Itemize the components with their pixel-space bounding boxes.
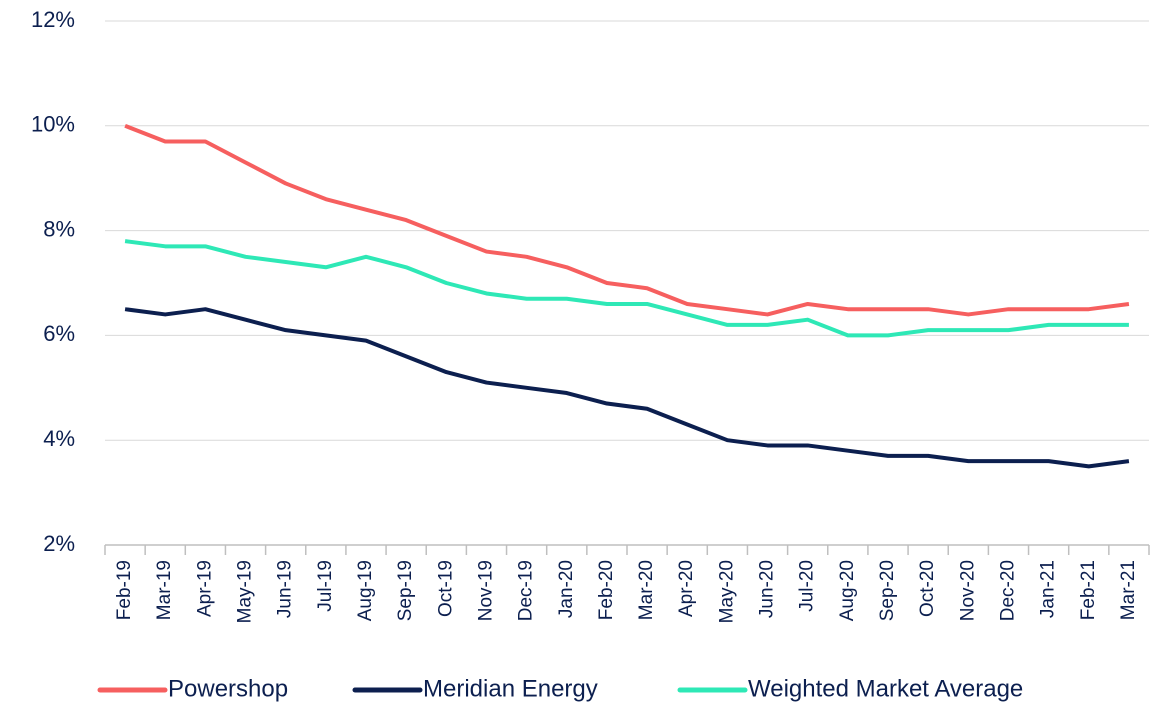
y-tick-label: 2% xyxy=(43,531,75,556)
x-tick-label: Oct-20 xyxy=(917,560,938,617)
x-tick-label: Jan-20 xyxy=(556,560,577,618)
y-tick-label: 8% xyxy=(43,216,75,241)
legend-label: Weighted Market Average xyxy=(748,675,1023,702)
x-tick-label: Oct-19 xyxy=(435,560,456,617)
x-tick-label: Feb-19 xyxy=(114,560,135,620)
x-tick-label: Aug-19 xyxy=(355,560,376,621)
x-tick-label: Jun-20 xyxy=(757,560,778,618)
x-tick-label: Sep-19 xyxy=(395,560,416,621)
x-tick-label: Jun-19 xyxy=(275,560,296,618)
x-tick-label: Nov-20 xyxy=(957,560,978,621)
x-tick-label: Apr-20 xyxy=(676,560,697,617)
x-tick-label: May-20 xyxy=(716,560,737,623)
y-tick-label: 4% xyxy=(43,426,75,451)
series-line xyxy=(124,307,1130,469)
x-tick-label: Jan-21 xyxy=(1038,560,1059,618)
series-line xyxy=(124,239,1129,338)
y-tick-label: 6% xyxy=(43,321,75,346)
x-tick-label: Dec-20 xyxy=(997,560,1018,621)
x-tick-label: Nov-19 xyxy=(475,560,496,621)
x-tick-label: Apr-19 xyxy=(194,560,215,617)
y-tick-label: 10% xyxy=(31,112,75,137)
y-tick-label: 12% xyxy=(31,7,75,32)
x-tick-label: Feb-21 xyxy=(1078,560,1099,620)
x-tick-label: Sep-20 xyxy=(877,560,898,621)
legend-label: Meridian Energy xyxy=(423,675,598,702)
x-tick-label: Jul-19 xyxy=(315,560,336,612)
x-tick-label: Dec-19 xyxy=(516,560,537,621)
x-tick-label: Mar-19 xyxy=(154,560,175,620)
x-tick-label: Mar-20 xyxy=(636,560,657,620)
x-tick-label: Aug-20 xyxy=(837,560,858,621)
x-tick-label: May-19 xyxy=(235,560,256,623)
series-line xyxy=(124,123,1130,317)
legend-label: Powershop xyxy=(168,675,288,702)
x-tick-label: Mar-21 xyxy=(1118,560,1139,620)
x-tick-label: Jul-20 xyxy=(797,560,818,612)
x-tick-label: Feb-20 xyxy=(596,560,617,620)
